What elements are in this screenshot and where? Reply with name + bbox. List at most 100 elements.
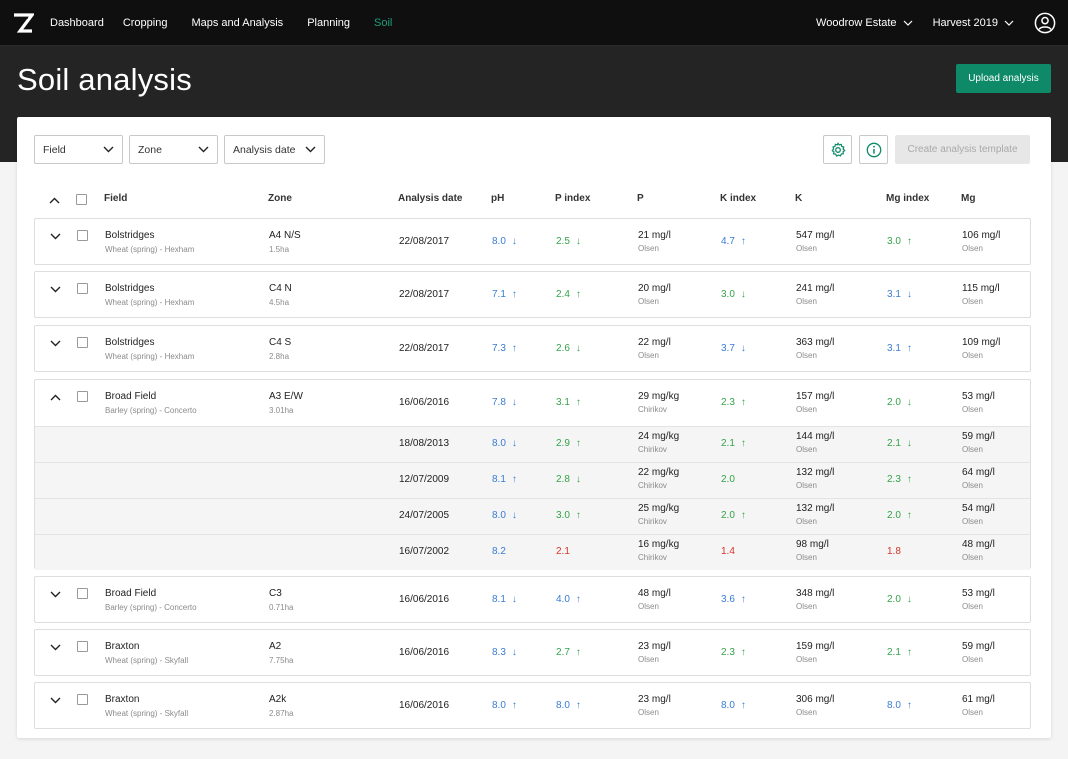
mg-method: Olsen <box>962 405 983 414</box>
arrow-up-icon: ↑ <box>740 438 746 449</box>
ph-value: 7.8 <box>492 397 506 408</box>
estate-name: Woodrow Estate <box>816 17 897 29</box>
row-checkbox[interactable] <box>77 230 88 241</box>
brand-logo[interactable] <box>0 0 46 46</box>
history-row: 16/07/2002 8.2 2.1 16 mg/kg Chirikov 1.4 98 mg… <box>35 534 1030 570</box>
info-button[interactable] <box>859 135 888 164</box>
arrow-down-icon: ↓ <box>511 397 517 408</box>
mg-value: 53 mg/l <box>962 588 995 599</box>
chevron-down-icon[interactable] <box>49 642 61 652</box>
column-header-k[interactable]: K <box>795 193 803 204</box>
p-method: Chirikov <box>638 481 667 490</box>
row-checkbox[interactable] <box>77 641 88 652</box>
settings-button[interactable] <box>823 135 852 164</box>
p-index-value: 2.6 <box>556 343 570 354</box>
chevron-up-icon[interactable] <box>49 392 61 402</box>
harvest-selector[interactable]: Harvest 2019 <box>933 17 1014 29</box>
row-checkbox[interactable] <box>77 337 88 348</box>
row-checkbox[interactable] <box>77 283 88 294</box>
chevron-down-icon[interactable] <box>49 695 61 705</box>
arrow-up-icon: ↑ <box>575 700 581 711</box>
nav-item-soil[interactable]: Soil <box>374 16 393 29</box>
table-row[interactable]: Bolstridges Wheat (spring) - Hexham C4 N 4.… <box>34 271 1031 318</box>
top-nav: Dashboard Cropping Maps and Analysis Planni… <box>0 0 1068 46</box>
select-all-checkbox[interactable] <box>76 194 87 205</box>
arrow-down-icon: ↓ <box>575 474 581 485</box>
estate-selector[interactable]: Woodrow Estate <box>816 17 913 29</box>
ph: 7.8 ↓ <box>492 397 517 409</box>
analysis-date: 18/08/2013 <box>399 438 450 449</box>
column-header-p-index[interactable]: P index <box>555 193 591 204</box>
zone-name: C4 N <box>269 283 292 294</box>
table-row[interactable]: Broad Field Barley (spring) - Concerto C3 0… <box>34 576 1031 623</box>
field-filter[interactable]: Field <box>34 135 123 164</box>
chevron-down-icon[interactable] <box>49 231 61 241</box>
chevron-down-icon[interactable] <box>49 589 61 599</box>
mg-index-value: 1.8 <box>887 546 901 557</box>
arrow-up-icon: ↑ <box>740 510 746 521</box>
p-method: Chirikov <box>638 553 667 562</box>
mg-index-value: 8.0 <box>887 700 901 711</box>
k-index-value: 2.1 <box>721 438 735 449</box>
analysis-date-filter[interactable]: Analysis date <box>224 135 325 164</box>
field-name: Braxton <box>105 641 140 652</box>
table-row[interactable]: Bolstridges Wheat (spring) - Hexham A4 N/S… <box>34 218 1031 265</box>
column-header-ph[interactable]: pH <box>491 193 505 204</box>
k-index: 8.0 ↑ <box>721 700 746 712</box>
chevron-down-icon[interactable] <box>49 284 61 294</box>
p-method: Chirikov <box>638 405 667 414</box>
k-method: Olsen <box>796 517 817 526</box>
p-index-value: 8.0 <box>556 700 570 711</box>
mg-index-value: 2.1 <box>887 438 901 449</box>
nav-item-dashboard[interactable]: Dashboard <box>50 16 104 29</box>
mg-method: Olsen <box>962 244 983 253</box>
column-header-mg[interactable]: Mg <box>961 193 976 204</box>
column-header-zone[interactable]: Zone <box>268 193 292 204</box>
p-value: 21 mg/l <box>638 230 671 241</box>
k-value: 363 mg/l <box>796 337 835 348</box>
arrow-up-icon: ↑ <box>575 397 581 408</box>
arrow-up-icon: ↑ <box>575 289 581 300</box>
user-account-icon[interactable] <box>1034 12 1056 34</box>
p-value: 20 mg/l <box>638 283 671 294</box>
ph-value: 8.0 <box>492 700 506 711</box>
nav-item-maps-and-analysis[interactable]: Maps and Analysis <box>191 16 284 29</box>
zone-name: A3 E/W <box>269 391 303 402</box>
column-header-field[interactable]: Field <box>104 193 128 204</box>
column-header-analysis-date[interactable]: Analysis date <box>398 193 463 204</box>
row-checkbox[interactable] <box>77 694 88 705</box>
nav-item-cropping[interactable]: Cropping <box>122 16 168 29</box>
table-row[interactable]: Braxton Wheat (spring) - Skyfall A2k 2.87ha… <box>34 682 1031 729</box>
column-header-p[interactable]: P <box>637 193 644 204</box>
table-row[interactable]: Broad Field Barley (spring) - Concerto A3 … <box>34 379 1031 570</box>
mg-index: 2.0 ↓ <box>887 594 912 606</box>
zone-filter[interactable]: Zone <box>129 135 218 164</box>
k-index: 3.7 ↓ <box>721 343 746 355</box>
chevron-down-icon[interactable] <box>49 338 61 348</box>
arrow-down-icon: ↓ <box>575 343 581 354</box>
column-header-k-index[interactable]: K index <box>720 193 757 204</box>
upload-analysis-button[interactable]: Upload analysis <box>956 64 1051 93</box>
p-value: 24 mg/kg <box>638 431 680 442</box>
mg-index-value: 3.0 <box>887 236 901 247</box>
nav-item-planning[interactable]: Planning <box>307 16 351 29</box>
collapse-all-chevron-up-icon[interactable] <box>48 195 60 205</box>
k-index-value: 4.7 <box>721 236 735 247</box>
mg-method: Olsen <box>962 297 983 306</box>
mg-method: Olsen <box>962 517 983 526</box>
mg-index-value: 3.1 <box>887 289 901 300</box>
create-analysis-template-button[interactable]: Create analysis template <box>895 135 1030 164</box>
k-index: 2.3 ↑ <box>721 397 746 409</box>
column-header-mg-index[interactable]: Mg index <box>886 193 930 204</box>
table-row[interactable]: Braxton Wheat (spring) - Skyfall A2 7.75ha 1… <box>34 629 1031 676</box>
p-index-value: 3.0 <box>556 510 570 521</box>
table-row[interactable]: Bolstridges Wheat (spring) - Hexham C4 S 2.… <box>34 325 1031 372</box>
p-index-value: 2.7 <box>556 647 570 658</box>
row-checkbox[interactable] <box>77 588 88 599</box>
analysis-date: 22/08/2017 <box>399 343 450 354</box>
ph: 8.3 ↓ <box>492 647 517 659</box>
chevron-down-icon <box>903 20 912 26</box>
arrow-up-icon: ↑ <box>906 343 912 354</box>
row-checkbox[interactable] <box>77 391 88 402</box>
p-method: Olsen <box>638 708 659 717</box>
